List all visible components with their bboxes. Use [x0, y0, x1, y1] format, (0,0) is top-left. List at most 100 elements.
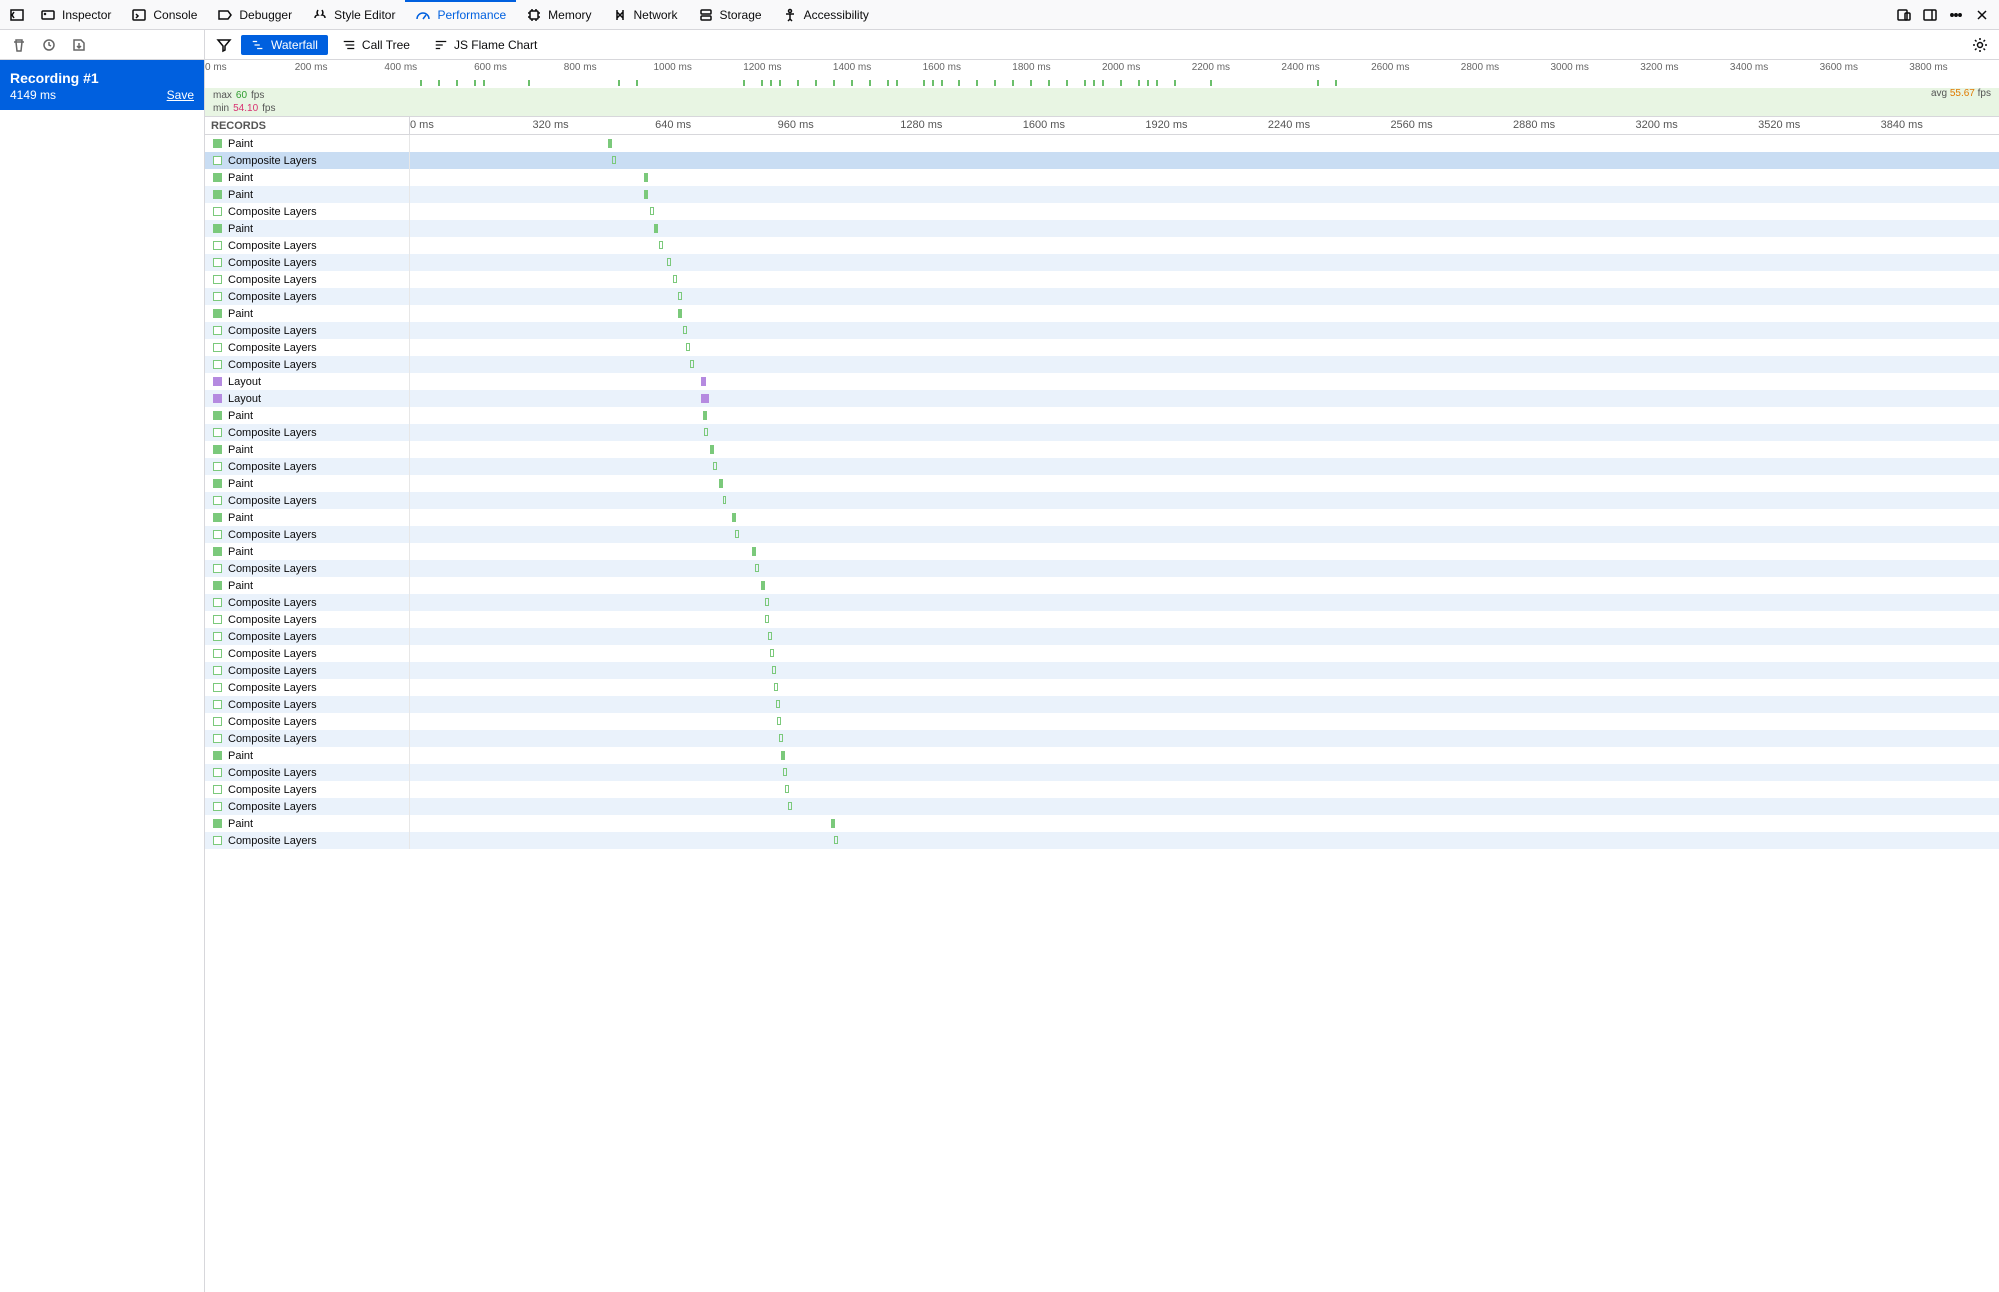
- waterfall-row[interactable]: Composite Layers: [205, 594, 1999, 611]
- composite-bar[interactable]: [774, 683, 778, 691]
- composite-bar[interactable]: [770, 649, 774, 657]
- iframe-picker-icon[interactable]: [4, 2, 30, 28]
- waterfall-row[interactable]: Composite Layers: [205, 339, 1999, 356]
- paint-bar[interactable]: [608, 139, 613, 148]
- waterfall-row[interactable]: Composite Layers: [205, 271, 1999, 288]
- composite-bar[interactable]: [772, 666, 776, 674]
- waterfall-row[interactable]: Composite Layers: [205, 492, 1999, 509]
- waterfall-row[interactable]: Paint: [205, 475, 1999, 492]
- tab-debugger[interactable]: Debugger: [207, 0, 302, 29]
- composite-bar[interactable]: [686, 343, 690, 351]
- tab-accessibility[interactable]: Accessibility: [772, 0, 879, 29]
- composite-bar[interactable]: [735, 530, 739, 538]
- close-icon[interactable]: [1969, 2, 1995, 28]
- paint-bar[interactable]: [703, 411, 707, 420]
- paint-bar[interactable]: [752, 547, 756, 556]
- waterfall-row[interactable]: Composite Layers: [205, 203, 1999, 220]
- waterfall-row[interactable]: Composite Layers: [205, 713, 1999, 730]
- waterfall-row[interactable]: Composite Layers: [205, 288, 1999, 305]
- more-icon[interactable]: [1943, 2, 1969, 28]
- waterfall-row[interactable]: Composite Layers: [205, 322, 1999, 339]
- waterfall-rows[interactable]: PaintComposite LayersPaintPaintComposite…: [205, 135, 1999, 1292]
- save-link[interactable]: Save: [167, 88, 194, 102]
- waterfall-row[interactable]: Composite Layers: [205, 560, 1999, 577]
- recording-item[interactable]: Recording #1 4149 ms Save: [0, 60, 204, 110]
- clear-icon[interactable]: [6, 32, 32, 58]
- waterfall-row[interactable]: Composite Layers: [205, 696, 1999, 713]
- waterfall-row[interactable]: Paint: [205, 305, 1999, 322]
- composite-bar[interactable]: [768, 632, 772, 640]
- waterfall-row[interactable]: Composite Layers: [205, 764, 1999, 781]
- composite-bar[interactable]: [834, 836, 838, 844]
- composite-bar[interactable]: [785, 785, 789, 793]
- paint-bar[interactable]: [732, 513, 736, 522]
- paint-bar[interactable]: [654, 224, 658, 233]
- waterfall-row[interactable]: Composite Layers: [205, 526, 1999, 543]
- waterfall-row[interactable]: Paint: [205, 577, 1999, 594]
- waterfall-row[interactable]: Composite Layers: [205, 781, 1999, 798]
- composite-bar[interactable]: [704, 428, 708, 436]
- composite-bar[interactable]: [690, 360, 694, 368]
- waterfall-row[interactable]: Composite Layers: [205, 832, 1999, 849]
- waterfall-row[interactable]: Paint: [205, 441, 1999, 458]
- composite-bar[interactable]: [755, 564, 759, 572]
- waterfall-row[interactable]: Composite Layers: [205, 628, 1999, 645]
- composite-bar[interactable]: [723, 496, 727, 504]
- filter-icon[interactable]: [211, 32, 237, 58]
- paint-bar[interactable]: [781, 751, 785, 760]
- waterfall-row[interactable]: Paint: [205, 543, 1999, 560]
- layout-bar[interactable]: [701, 394, 709, 403]
- waterfall-row[interactable]: Layout: [205, 373, 1999, 390]
- composite-bar[interactable]: [659, 241, 663, 249]
- waterfall-row[interactable]: Paint: [205, 169, 1999, 186]
- composite-bar[interactable]: [788, 802, 792, 810]
- tab-inspector[interactable]: Inspector: [30, 0, 121, 29]
- waterfall-row[interactable]: Composite Layers: [205, 662, 1999, 679]
- responsive-mode-icon[interactable]: [1891, 2, 1917, 28]
- tab-storage[interactable]: Storage: [688, 0, 772, 29]
- composite-bar[interactable]: [713, 462, 717, 470]
- paint-bar[interactable]: [761, 581, 765, 590]
- dock-side-icon[interactable]: [1917, 2, 1943, 28]
- composite-bar[interactable]: [667, 258, 671, 266]
- waterfall-row[interactable]: Paint: [205, 186, 1999, 203]
- paint-bar[interactable]: [644, 173, 648, 182]
- composite-bar[interactable]: [612, 156, 616, 164]
- paint-bar[interactable]: [831, 819, 835, 828]
- composite-bar[interactable]: [678, 292, 682, 300]
- composite-bar[interactable]: [650, 207, 654, 215]
- layout-bar[interactable]: [701, 377, 706, 386]
- waterfall-row[interactable]: Composite Layers: [205, 645, 1999, 662]
- import-icon[interactable]: [66, 32, 92, 58]
- waterfall-row[interactable]: Paint: [205, 815, 1999, 832]
- waterfall-row[interactable]: Composite Layers: [205, 424, 1999, 441]
- waterfall-row[interactable]: Composite Layers: [205, 798, 1999, 815]
- overview-timeline[interactable]: 0 ms200 ms400 ms600 ms800 ms1000 ms1200 …: [205, 60, 1999, 117]
- view-waterfall[interactable]: Waterfall: [241, 35, 328, 55]
- waterfall-row[interactable]: Composite Layers: [205, 237, 1999, 254]
- composite-bar[interactable]: [783, 768, 787, 776]
- tab-style-editor[interactable]: Style Editor: [302, 0, 405, 29]
- composite-bar[interactable]: [765, 615, 769, 623]
- waterfall-row[interactable]: Paint: [205, 135, 1999, 152]
- waterfall-row[interactable]: Composite Layers: [205, 356, 1999, 373]
- tab-memory[interactable]: Memory: [516, 0, 601, 29]
- waterfall-row[interactable]: Paint: [205, 220, 1999, 237]
- waterfall-row[interactable]: Composite Layers: [205, 611, 1999, 628]
- waterfall-row[interactable]: Composite Layers: [205, 152, 1999, 169]
- composite-bar[interactable]: [765, 598, 769, 606]
- view-calltree[interactable]: Call Tree: [332, 35, 420, 55]
- composite-bar[interactable]: [683, 326, 687, 334]
- waterfall-row[interactable]: Composite Layers: [205, 254, 1999, 271]
- composite-bar[interactable]: [673, 275, 677, 283]
- paint-bar[interactable]: [644, 190, 648, 199]
- tab-network[interactable]: Network: [602, 0, 688, 29]
- record-icon[interactable]: [36, 32, 62, 58]
- waterfall-row[interactable]: Paint: [205, 747, 1999, 764]
- gear-icon[interactable]: [1967, 32, 1993, 58]
- waterfall-row[interactable]: Composite Layers: [205, 458, 1999, 475]
- view-flamechart[interactable]: JS Flame Chart: [424, 35, 547, 55]
- tab-performance[interactable]: Performance: [405, 0, 516, 29]
- composite-bar[interactable]: [779, 734, 783, 742]
- composite-bar[interactable]: [777, 717, 781, 725]
